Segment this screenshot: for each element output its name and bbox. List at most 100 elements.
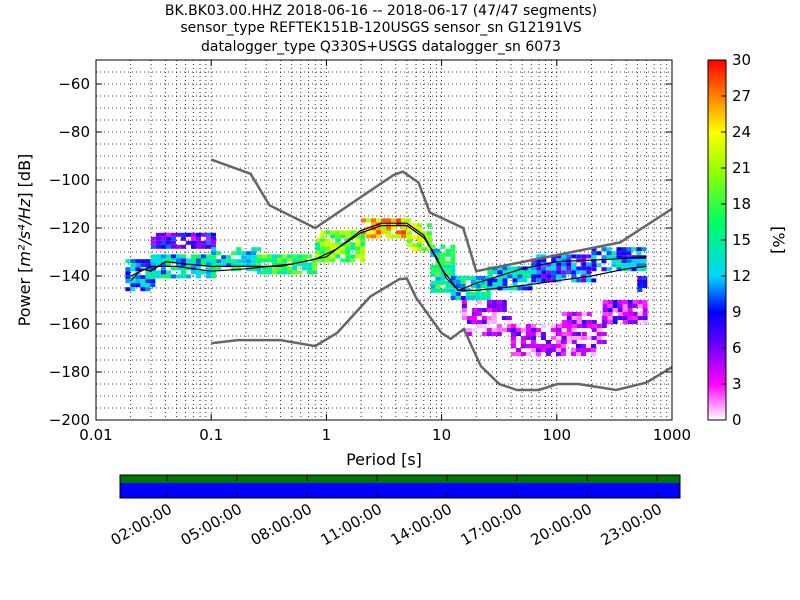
heat-cell xyxy=(637,280,643,284)
heat-cell xyxy=(561,266,567,271)
heat-cell xyxy=(251,267,257,272)
heat-cell xyxy=(216,263,222,268)
heat-cell xyxy=(460,284,466,288)
heat-cell xyxy=(135,259,141,264)
heat-cell xyxy=(155,258,161,263)
heat-cell xyxy=(512,278,518,283)
heat-cell xyxy=(525,336,531,340)
heat-cell xyxy=(150,274,156,279)
heat-cell xyxy=(496,320,502,324)
heat-cell xyxy=(272,258,278,263)
heat-cell xyxy=(627,320,633,324)
heat-cell xyxy=(581,254,587,259)
heat-cell xyxy=(540,348,546,352)
heat-cell xyxy=(205,270,211,275)
heat-cell xyxy=(335,250,341,255)
heat-cell xyxy=(226,263,232,268)
heat-cell xyxy=(527,286,533,291)
heat-cell xyxy=(576,312,582,316)
heat-cell xyxy=(486,308,492,312)
heat-cell xyxy=(345,258,351,263)
heat-cell xyxy=(426,223,432,228)
heat-cell xyxy=(267,266,273,271)
heat-cell xyxy=(302,262,308,267)
heat-cell xyxy=(622,304,628,308)
heat-cell xyxy=(512,286,518,291)
heat-cell xyxy=(617,312,623,316)
heat-cell xyxy=(556,254,562,259)
heat-cell xyxy=(530,328,536,332)
heat-cell xyxy=(315,250,321,255)
heat-cell xyxy=(616,251,622,256)
heat-cell xyxy=(411,235,417,240)
heat-cell xyxy=(262,270,268,275)
heat-cell xyxy=(185,258,191,263)
heat-cell xyxy=(545,344,551,348)
heat-cell xyxy=(345,234,351,239)
heat-cell xyxy=(190,244,196,249)
x-axis-label: Period [s] xyxy=(346,450,422,469)
heat-cell xyxy=(531,266,537,271)
heat-cell xyxy=(246,263,252,268)
heat-cell xyxy=(165,244,171,249)
heat-cell xyxy=(125,275,131,280)
heat-cell xyxy=(251,251,257,256)
heat-cell xyxy=(520,352,526,356)
heat-cell xyxy=(581,262,587,267)
timeline-tick-label: 14:00:00 xyxy=(388,500,455,549)
heat-cell xyxy=(150,283,156,288)
heat-cell xyxy=(576,266,582,271)
y-tick-label: −60 xyxy=(58,75,90,93)
heat-cell xyxy=(506,316,512,320)
heat-cell xyxy=(165,274,171,279)
timeline: 02:00:00 05:00:00 08:00:00 11:00:00 14:00:00… xyxy=(108,474,681,549)
heat-cell xyxy=(180,266,186,271)
heat-cell xyxy=(531,278,537,283)
heat-cell xyxy=(386,218,392,223)
heat-cell xyxy=(391,234,397,239)
heat-cell xyxy=(601,255,607,260)
heat-cell xyxy=(340,250,346,255)
heat-cell xyxy=(355,246,361,251)
heat-cell xyxy=(312,262,318,267)
heat-cell xyxy=(461,308,467,312)
heat-cell xyxy=(465,292,471,296)
heat-cell xyxy=(607,300,613,304)
heat-cell xyxy=(550,332,556,336)
heat-cell xyxy=(170,258,176,263)
heat-cell xyxy=(476,320,482,324)
heat-cell xyxy=(591,320,597,324)
heat-cell xyxy=(226,255,232,260)
heat-cell xyxy=(236,259,242,264)
heat-cell xyxy=(637,284,643,288)
heat-cell xyxy=(540,324,546,328)
heat-cell xyxy=(360,242,366,247)
heat-cell xyxy=(435,256,441,261)
heat-cell xyxy=(435,268,441,273)
heat-cell xyxy=(155,232,161,237)
heat-cell xyxy=(165,240,171,245)
heat-cell xyxy=(160,262,166,267)
heat-cell xyxy=(185,240,191,245)
heat-cell xyxy=(175,274,181,279)
heat-cell xyxy=(487,274,493,279)
heat-cell xyxy=(497,270,503,275)
heat-cell xyxy=(576,316,582,320)
heat-cell xyxy=(581,328,587,332)
heat-cell xyxy=(460,296,466,300)
heat-cell xyxy=(517,274,523,279)
heat-cell xyxy=(636,251,642,256)
heat-cell xyxy=(195,254,201,259)
heat-cell xyxy=(366,218,372,223)
heat-cell xyxy=(576,320,582,324)
heat-cell xyxy=(307,266,313,271)
heat-cell xyxy=(292,258,298,263)
heat-cell xyxy=(571,316,577,320)
heat-cell xyxy=(522,286,528,291)
heat-cell xyxy=(596,251,602,256)
heat-cell xyxy=(140,283,146,288)
heat-cell xyxy=(642,284,648,288)
y-tick-label: −160 xyxy=(49,315,90,333)
heat-cell xyxy=(325,246,331,251)
heat-cell xyxy=(617,300,623,304)
